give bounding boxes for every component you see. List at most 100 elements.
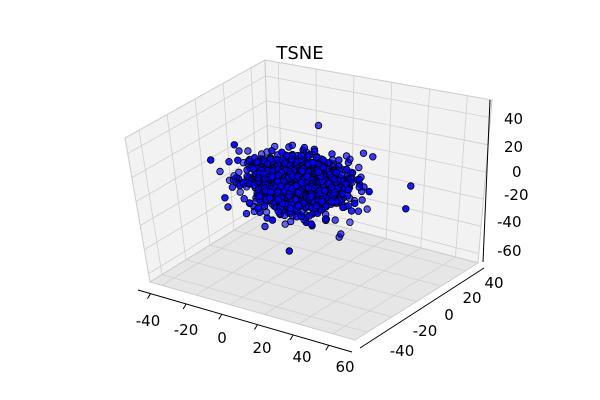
data-point	[359, 149, 368, 157]
x-tick-mark	[147, 293, 151, 299]
y-tick-label: -20	[413, 322, 438, 340]
y-tick-label: 20	[462, 289, 481, 307]
data-point	[242, 209, 251, 218]
data-point	[261, 222, 269, 231]
z-tick-label: -40	[497, 213, 522, 231]
z-tick-label: 40	[504, 110, 523, 128]
data-point	[287, 155, 296, 164]
x-tick-mark	[254, 324, 258, 330]
data-point	[254, 204, 262, 213]
x-tick-label: 60	[335, 358, 354, 376]
data-point	[274, 195, 282, 204]
data-point	[268, 216, 277, 224]
data-point	[288, 141, 296, 149]
data-point	[274, 188, 282, 196]
data-point	[236, 188, 244, 196]
data-point	[216, 167, 224, 176]
grid-line-y	[233, 229, 442, 287]
x-tick-mark	[289, 334, 294, 341]
data-point	[358, 196, 366, 204]
grid-line-z-right	[267, 124, 486, 173]
data-point	[286, 204, 295, 212]
data-point	[310, 147, 319, 155]
data-point	[303, 172, 311, 180]
data-point	[363, 205, 371, 213]
data-point	[261, 175, 269, 183]
data-point	[240, 194, 248, 203]
data-point	[274, 207, 282, 215]
data-point	[342, 180, 350, 188]
grid-line-y	[185, 259, 393, 318]
data-point	[304, 184, 313, 192]
data-point	[313, 153, 321, 162]
y-tick-label: -40	[390, 342, 415, 360]
data-point	[347, 207, 356, 215]
grid-line-y-wall	[194, 98, 211, 246]
gridlines	[127, 62, 491, 335]
grid-line-z-left	[135, 125, 268, 202]
data-point	[354, 207, 363, 215]
data-point	[319, 156, 327, 164]
data-point	[330, 175, 339, 183]
data-point	[355, 175, 363, 184]
data-point	[234, 156, 242, 164]
data-point	[369, 153, 377, 161]
data-point	[245, 199, 254, 207]
data-point	[342, 152, 351, 160]
data-point	[230, 141, 238, 149]
grid-line-z-right	[266, 100, 489, 146]
data-point	[268, 172, 276, 181]
data-point	[305, 212, 313, 220]
axis-lines	[137, 99, 491, 353]
chart-title: TSNE	[275, 43, 323, 64]
data-point	[221, 194, 229, 202]
data-point	[266, 194, 274, 202]
y-tick-label: 0	[444, 306, 454, 324]
data-point	[351, 199, 359, 208]
data-point	[320, 187, 329, 195]
data-point	[250, 181, 258, 189]
data-point	[262, 208, 271, 216]
data-point	[335, 156, 343, 164]
data-point	[331, 216, 339, 224]
data-point	[274, 171, 282, 179]
data-point	[278, 148, 286, 156]
data-point	[255, 192, 263, 200]
data-point	[263, 160, 272, 168]
data-point	[288, 172, 297, 181]
data-point	[342, 165, 351, 173]
data-point	[355, 183, 363, 191]
grid-line-y	[209, 244, 417, 302]
x-tick-label: -20	[174, 321, 199, 339]
data-point	[243, 172, 251, 180]
data-point	[304, 152, 312, 160]
x-tick-label: 0	[217, 329, 227, 347]
z-tick-label: -60	[497, 242, 522, 260]
data-point	[407, 182, 415, 190]
grid-line-y	[161, 274, 368, 333]
data-point	[402, 205, 410, 213]
data-point	[344, 191, 352, 200]
data-point	[294, 202, 302, 210]
data-point	[318, 197, 326, 206]
data-point	[330, 188, 339, 197]
data-point	[228, 183, 237, 191]
data-point	[280, 211, 289, 220]
y-tick-label: 40	[484, 274, 503, 292]
data-point	[225, 157, 233, 166]
data-point	[235, 168, 243, 176]
data-point	[307, 220, 315, 228]
grid-line-y-wall	[166, 114, 187, 260]
data-point	[314, 121, 323, 130]
data-point	[332, 168, 341, 177]
data-point	[292, 182, 301, 190]
data-point	[206, 156, 215, 164]
data-point	[309, 158, 317, 167]
data-point	[300, 143, 309, 152]
x-axis-line	[137, 289, 353, 353]
grid-line-y-wall	[138, 130, 163, 275]
data-point	[346, 218, 354, 226]
data-point	[244, 147, 252, 155]
